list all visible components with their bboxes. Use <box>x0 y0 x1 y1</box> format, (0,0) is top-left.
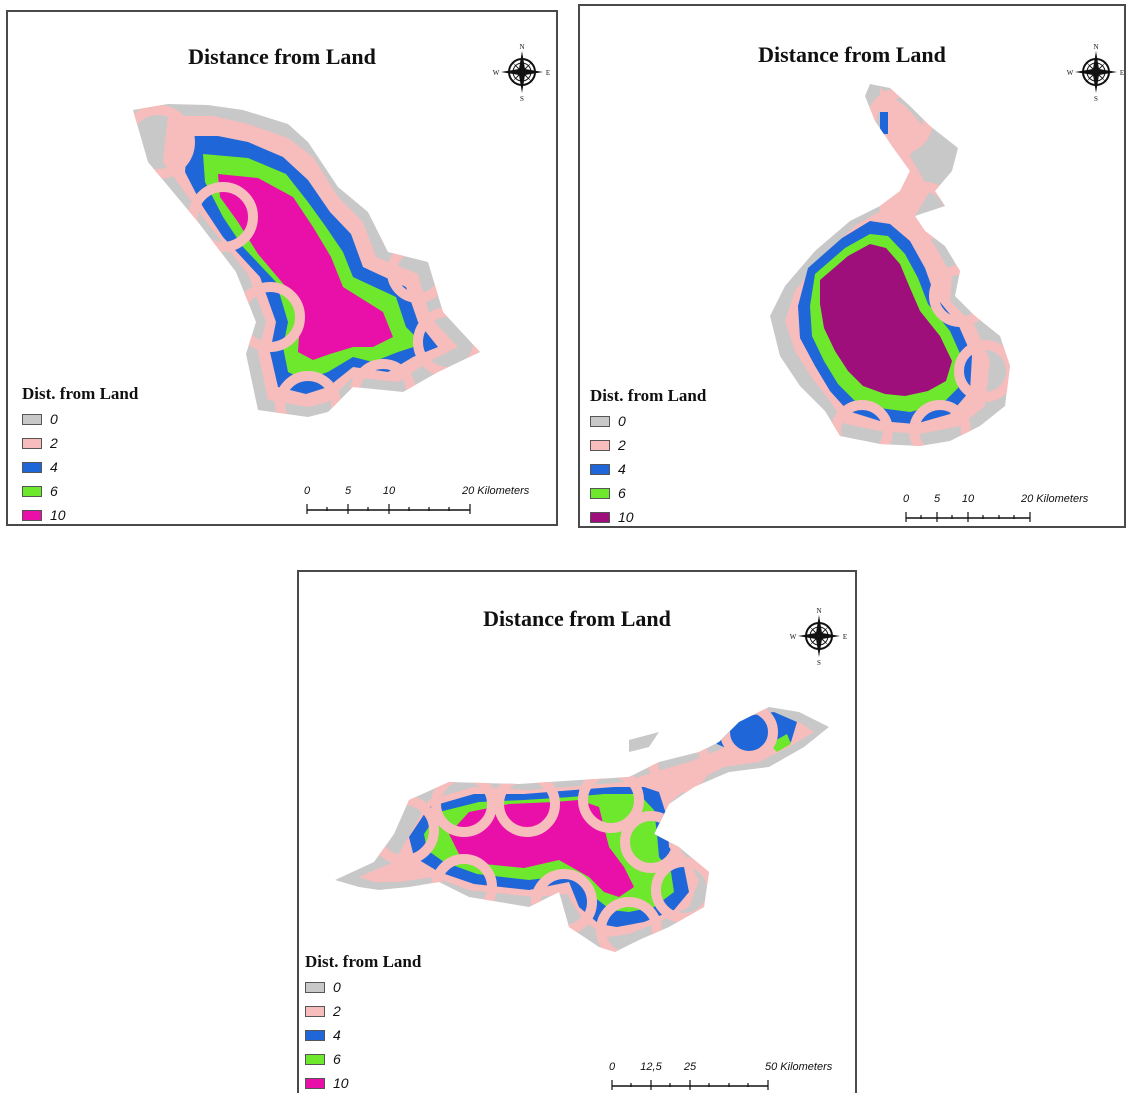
legend-label: 0 <box>618 413 626 429</box>
scale-end-label: 50 Kilometers <box>765 1061 833 1073</box>
legend-title: Dist. from Land <box>305 952 422 971</box>
legend-item: 0 <box>305 975 421 999</box>
compass-east-label: E <box>1120 69 1124 77</box>
scale-bar: 0 5 10 20 Kilometers <box>304 485 530 514</box>
distance-map-lake-3 <box>335 707 829 952</box>
legend-label: 10 <box>333 1075 349 1091</box>
legend-item: 6 <box>305 1047 421 1071</box>
map-panel-1: Distance from Land N S E W <box>6 10 558 526</box>
north-arrow-compass-icon: N S E W <box>1067 43 1124 102</box>
legend-swatch <box>305 1029 325 1041</box>
legend-swatch <box>305 1053 325 1065</box>
legend-swatch <box>305 1077 325 1089</box>
map-panel-2: Distance from Land N S E W <box>578 4 1126 528</box>
scale-tick-label: 25 <box>683 1061 697 1073</box>
scale-tick-label: 0 <box>903 493 910 505</box>
scale-tick-label: 10 <box>962 493 975 505</box>
legend-label: 6 <box>618 485 626 501</box>
legend-swatch <box>305 981 325 993</box>
legend-item: 10 <box>305 1071 421 1093</box>
distance-map-lake-1 <box>133 104 480 417</box>
legend-item: 4 <box>22 455 138 479</box>
compass-south-label: S <box>520 95 524 102</box>
compass-west-label: W <box>790 633 797 641</box>
scale-tick-label: 12,5 <box>640 1061 662 1073</box>
map-title: Distance from Land <box>758 42 946 67</box>
legend-item: 0 <box>590 409 706 433</box>
compass-south-label: S <box>1094 95 1098 102</box>
legend-label: 10 <box>618 509 634 525</box>
map-panel-3: Distance from Land N S E W <box>297 570 857 1093</box>
legend-item: 4 <box>305 1023 421 1047</box>
legend-swatch <box>590 463 610 475</box>
compass-south-label: S <box>817 659 821 666</box>
north-arrow-compass-icon: N S E W <box>493 43 550 102</box>
legend-item: 6 <box>22 479 138 503</box>
legend-title: Dist. from Land <box>590 386 707 405</box>
scale-end-label: 20 Kilometers <box>1020 493 1089 505</box>
compass-north-label: N <box>1093 43 1098 51</box>
legend-item: 0 <box>22 407 138 431</box>
legend-label: 6 <box>333 1051 341 1067</box>
legend-label: 0 <box>333 979 341 995</box>
legend-swatch <box>590 511 610 523</box>
legend-swatch <box>22 461 42 473</box>
scale-end-label: 20 Kilometers <box>461 485 530 497</box>
legend-item: 2 <box>22 431 138 455</box>
compass-west-label: W <box>493 69 500 77</box>
legend-label: 4 <box>333 1027 341 1043</box>
compass-north-label: N <box>816 607 821 615</box>
scale-tick-label: 0 <box>609 1061 616 1073</box>
legend-item: 6 <box>590 481 706 505</box>
scale-tick-label: 0 <box>304 485 311 497</box>
legend-item: 4 <box>590 457 706 481</box>
legend-swatch <box>590 487 610 499</box>
compass-east-label: E <box>843 633 847 641</box>
legend-swatch <box>22 485 42 497</box>
legend-label: 0 <box>50 411 58 427</box>
legend-swatch <box>22 437 42 449</box>
legend-swatch <box>22 413 42 425</box>
distance-map-lake-2 <box>770 84 1010 446</box>
legend-item: 2 <box>590 433 706 457</box>
scale-bar: 0 5 10 20 Kilometers <box>903 493 1089 522</box>
legend-item: 2 <box>305 999 421 1023</box>
compass-north-label: N <box>519 43 524 51</box>
map-legend: Dist. from Land 0 2 4 6 10 <box>22 384 139 524</box>
legend-item: 10 <box>22 503 138 524</box>
legend-label: 6 <box>50 483 58 499</box>
scale-tick-label: 10 <box>383 485 396 497</box>
compass-east-label: E <box>546 69 550 77</box>
legend-label: 2 <box>50 435 58 451</box>
scale-tick-label: 5 <box>934 493 941 505</box>
map-title: Distance from Land <box>483 606 671 631</box>
map-legend: Dist. from Land 0 2 4 6 10 <box>305 952 421 1093</box>
legend-label: 2 <box>618 437 626 453</box>
compass-west-label: W <box>1067 69 1074 77</box>
legend-label: 2 <box>333 1003 341 1019</box>
legend-swatch <box>590 415 610 427</box>
legend-label: 4 <box>618 461 626 477</box>
scale-tick-label: 5 <box>345 485 352 497</box>
legend-swatch <box>305 1005 325 1017</box>
north-arrow-compass-icon: N S E W <box>790 607 847 666</box>
map-title: Distance from Land <box>188 44 376 69</box>
legend-label: 4 <box>50 459 58 475</box>
legend-swatch <box>590 439 610 451</box>
legend-item: 10 <box>590 505 706 526</box>
scale-bar: 0 12,5 25 50 Kilometers <box>609 1061 833 1090</box>
legend-label: 10 <box>50 507 66 523</box>
legend-swatch <box>22 509 42 521</box>
legend-title: Dist. from Land <box>22 384 139 403</box>
map-legend: Dist. from Land 0 2 4 6 10 <box>590 386 707 526</box>
